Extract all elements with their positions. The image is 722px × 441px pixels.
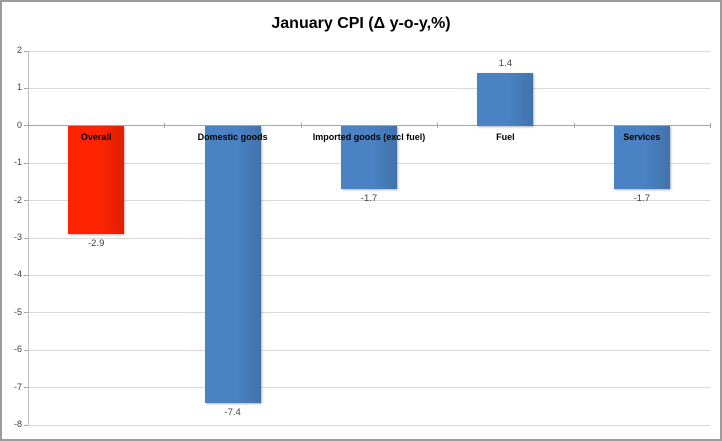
bar-overall [68, 125, 125, 235]
y-axis-tick-label: -5 [13, 306, 22, 317]
gridline [28, 200, 710, 202]
y-axis-tick [24, 312, 28, 314]
bar-domestic-goods [204, 125, 261, 403]
y-axis-tick [24, 387, 28, 389]
x-axis-tick [437, 123, 439, 129]
y-axis-tick-label: -3 [13, 232, 22, 242]
y-axis-tick [24, 349, 28, 351]
y-axis-tick [24, 274, 28, 276]
gridline [28, 87, 710, 89]
gridline [28, 312, 710, 314]
y-axis-tick [24, 50, 28, 52]
value-label-domestic-goods: -7.4 [224, 406, 241, 418]
value-label-services: -1.7 [633, 193, 650, 205]
y-axis-tick-label: -7 [13, 381, 22, 392]
category-label-overall: Overall [80, 131, 112, 142]
y-axis-tick-label: -2 [13, 194, 22, 205]
y-axis-tick-label: 2 [16, 45, 22, 55]
x-axis-tick [710, 123, 711, 129]
gridline [28, 50, 710, 52]
y-axis-tick-label: 0 [16, 119, 22, 130]
gridline [28, 387, 710, 389]
bar-services [613, 125, 670, 190]
x-axis-tick [573, 123, 575, 129]
bar-fuel [477, 73, 534, 126]
y-axis-tick-label: -6 [13, 344, 22, 355]
y-axis-tick [24, 424, 28, 426]
y-axis-tick-label: -1 [13, 157, 22, 168]
y-axis-line [28, 51, 29, 425]
y-axis-tick [24, 237, 28, 239]
category-label-domestic-goods: Domestic goods [197, 131, 268, 142]
gridline [28, 424, 710, 426]
y-axis-tick-label: -8 [13, 419, 22, 429]
y-axis-tick [24, 87, 28, 89]
x-axis-tick [164, 123, 166, 129]
gridline [28, 349, 710, 351]
y-axis-tick [24, 200, 28, 202]
gridline [28, 274, 710, 276]
y-axis-tick [24, 162, 28, 164]
gridline [28, 237, 710, 239]
chart-title: January CPI (Δ y-o-y,%) [271, 15, 451, 32]
y-axis-tick-label: 1 [16, 82, 22, 93]
value-label-fuel: 1.4 [498, 58, 512, 70]
category-label-imported-goods-excl-fuel: Imported goods (excl fuel) [312, 131, 426, 142]
x-axis-tick [300, 123, 302, 129]
y-axis-tick [24, 125, 28, 127]
category-label-services: Services [623, 131, 661, 142]
x-axis-tick [28, 123, 29, 129]
bar-imported-goods-excl-fuel [341, 125, 397, 190]
y-axis-tick-label: -4 [13, 269, 22, 280]
value-label-overall: -2.9 [88, 238, 105, 250]
value-label-imported-goods-excl-fuel: -1.7 [360, 193, 378, 205]
category-label-fuel: Fuel [496, 131, 515, 142]
